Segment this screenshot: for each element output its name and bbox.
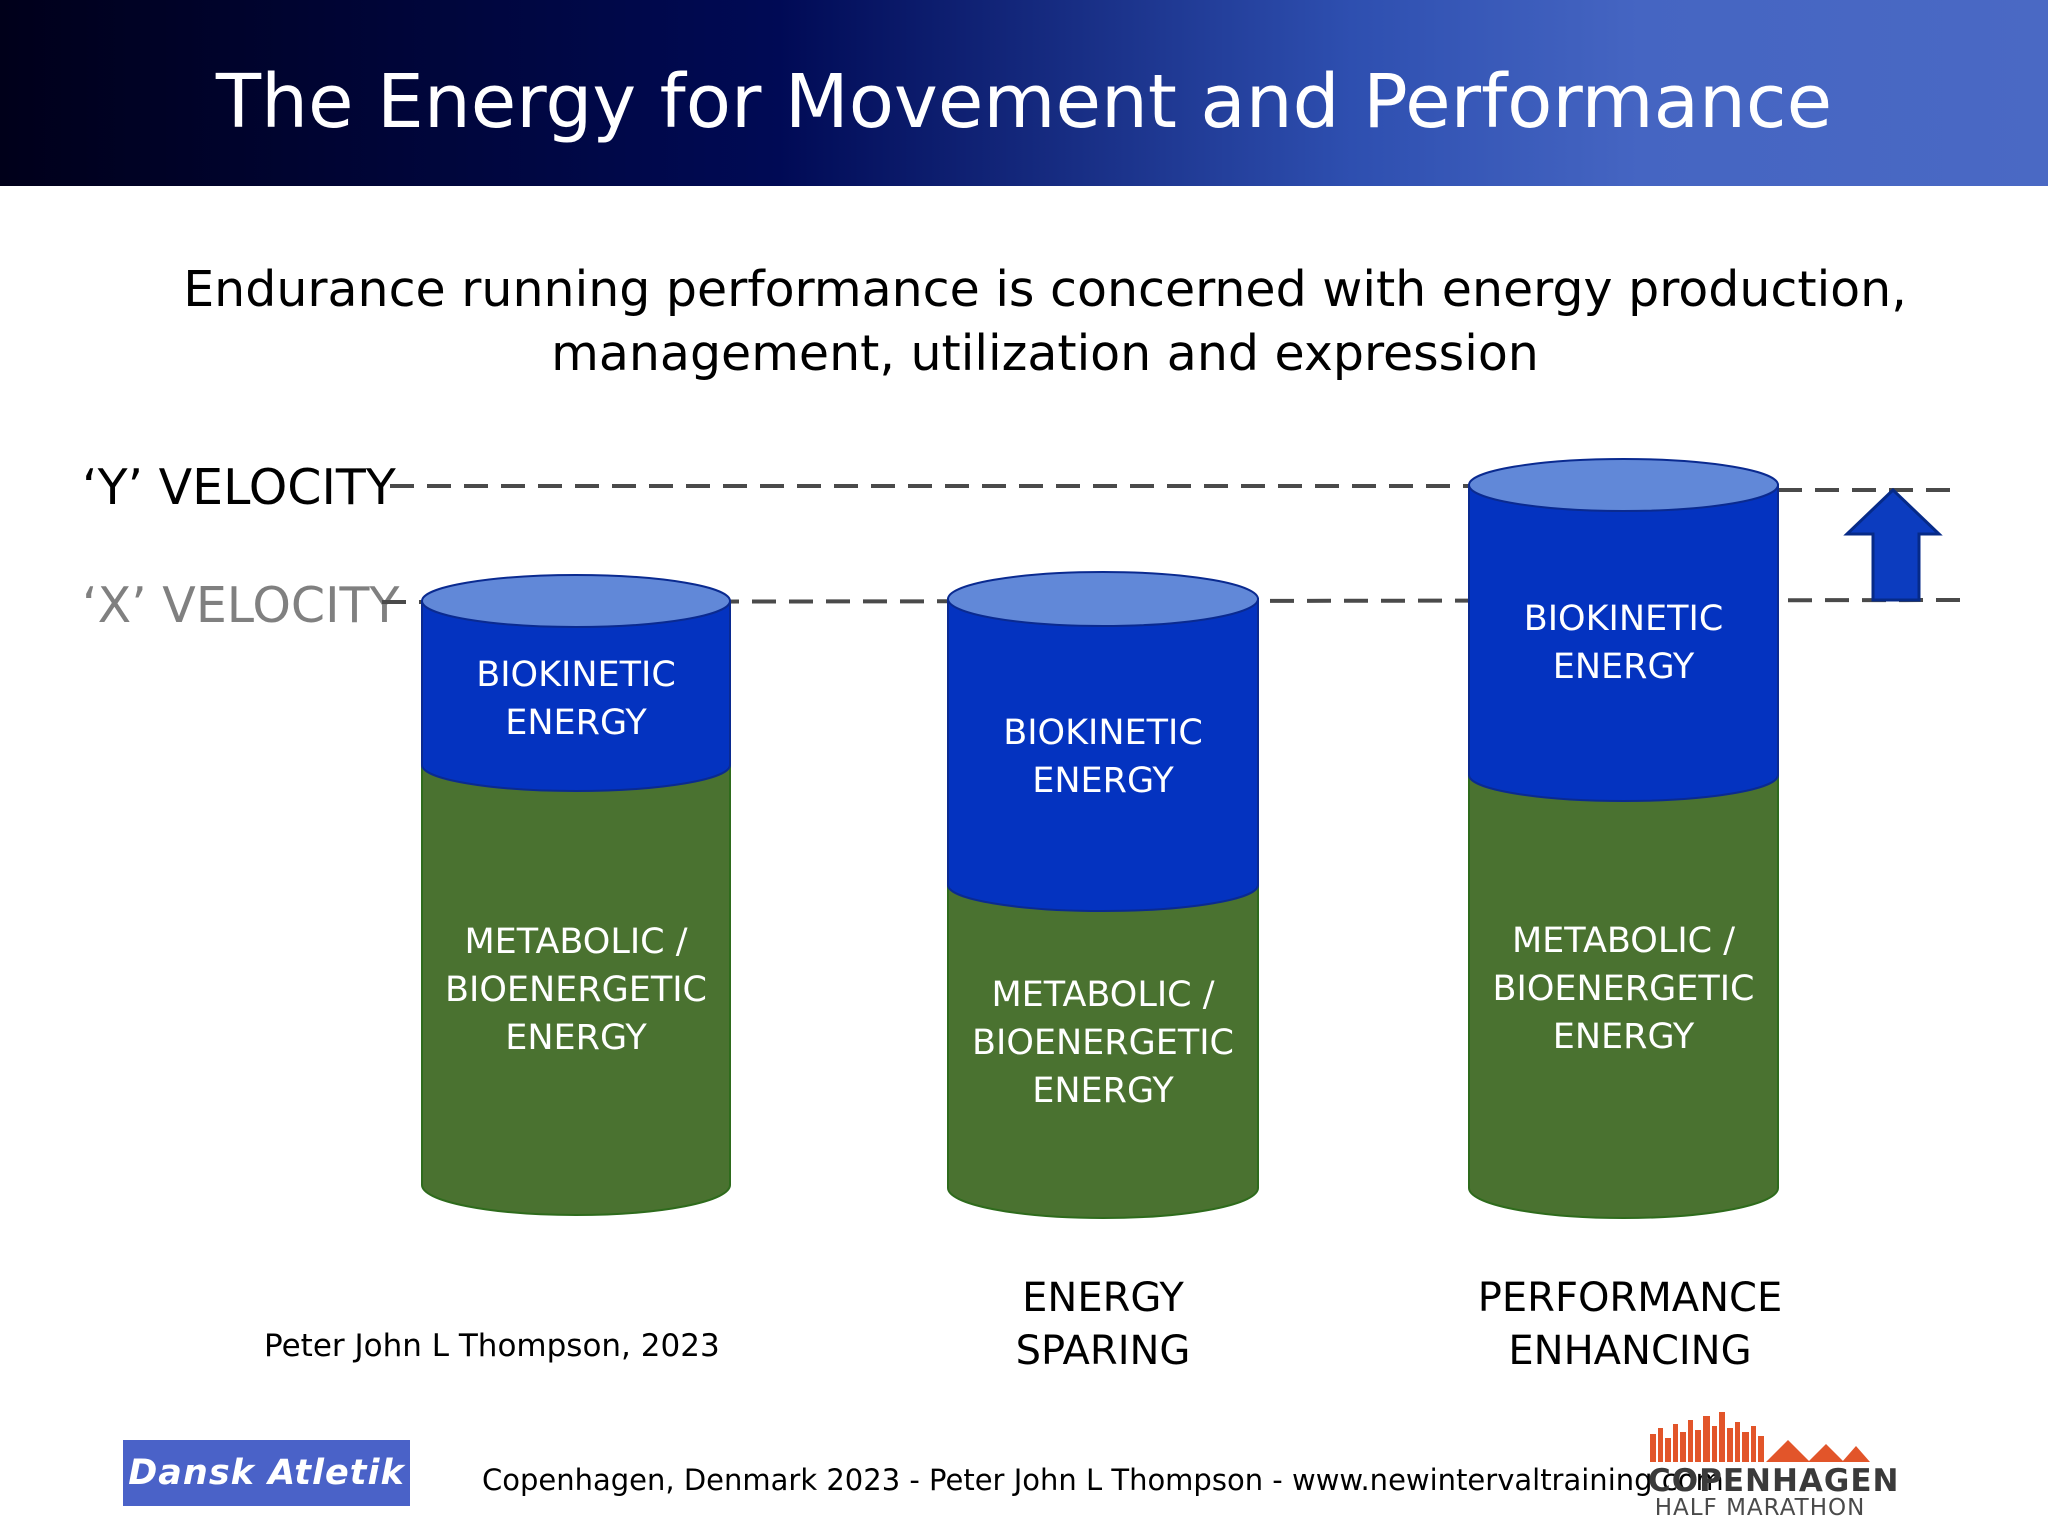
caption-3-line-2: ENHANCING: [1508, 1328, 1752, 1374]
header-banner: The Energy for Movement and Performance: [0, 0, 2048, 186]
cylinder-1: [421, 574, 731, 1216]
cylinder-3-metabolic-line-2: BIOENERGETIC: [1492, 969, 1755, 1009]
copenhagen-half-marathon-logo: COPENHAGEN HALF MARATHON: [1648, 1412, 1900, 1522]
caption-3-line-1: PERFORMANCE: [1477, 1275, 1783, 1321]
arrow-up-icon: [1843, 487, 1943, 602]
cylinder-3: [1468, 458, 1779, 1219]
subtitle-line-1: Endurance running performance is concern…: [183, 261, 1907, 318]
dansk-atletik-logo: Dansk Atletik: [123, 1440, 410, 1506]
cylinder-2-top: [947, 571, 1259, 627]
energy-sparing-caption: ENERGY SPARING: [948, 1272, 1258, 1378]
dansk-atletik-logo-text: Dansk Atletik: [128, 1453, 405, 1493]
cylinder-1-biokinetic-label: BIOKINETIC ENERGY: [422, 651, 730, 747]
subtitle-line-2: management, utilization and expression: [551, 325, 1539, 382]
cylinder-2-metabolic-label: METABOLIC / BIOENERGETIC ENERGY: [948, 971, 1258, 1115]
cylinder-1-metabolic-line-3: ENERGY: [505, 1018, 647, 1058]
cylinder-1-metabolic-label: METABOLIC / BIOENERGETIC ENERGY: [422, 918, 730, 1062]
footer-text: Copenhagen, Denmark 2023 - Peter John L …: [482, 1463, 1724, 1497]
cylinder-3-metabolic-line-3: ENERGY: [1552, 1017, 1695, 1057]
y-velocity-label: ‘Y’ VELOCITY: [82, 459, 396, 516]
cylinder-3-biokinetic-line-2: ENERGY: [1552, 647, 1695, 687]
cylinder-2-metabolic: [947, 884, 1259, 1219]
cylinder-2-biokinetic: [947, 598, 1259, 912]
caption-2-line-1: ENERGY: [1022, 1275, 1184, 1321]
cylinder-2-biokinetic-label: BIOKINETIC ENERGY: [948, 709, 1258, 805]
page-title: The Energy for Movement and Performance: [215, 59, 1833, 145]
cylinder-1-biokinetic: [421, 600, 731, 792]
caption-2-line-2: SPARING: [1015, 1328, 1191, 1374]
cylinder-3-metabolic-label: METABOLIC / BIOENERGETIC ENERGY: [1469, 917, 1778, 1061]
cylinder-1-top: [421, 574, 731, 628]
subtitle: Endurance running performance is concern…: [160, 258, 1930, 386]
skyline-graphic: [1650, 1412, 1870, 1462]
half-marathon-logo-text: HALF MARATHON: [1654, 1495, 1866, 1521]
cylinder-3-metabolic: [1468, 774, 1779, 1219]
x-velocity-label: ‘X’ VELOCITY: [82, 577, 400, 634]
copenhagen-logo-text: COPENHAGEN: [1648, 1463, 1900, 1499]
cylinder-2: [947, 571, 1259, 1219]
cylinder-1-biokinetic-line-2: ENERGY: [505, 703, 647, 743]
cylinder-1-metabolic: [421, 764, 731, 1216]
cylinder-3-biokinetic-label: BIOKINETIC ENERGY: [1469, 595, 1778, 691]
cylinder-2-biokinetic-line-1: BIOKINETIC: [1003, 713, 1203, 753]
cylinder-1-biokinetic-line-1: BIOKINETIC: [476, 655, 676, 695]
performance-enhancing-caption: PERFORMANCE ENHANCING: [1430, 1272, 1830, 1378]
cylinder-1-metabolic-line-1: METABOLIC /: [464, 922, 688, 962]
cylinder-3-biokinetic: [1468, 484, 1779, 802]
cylinder-3-biokinetic-line-1: BIOKINETIC: [1523, 599, 1724, 639]
cylinder-2-metabolic-line-2: BIOENERGETIC: [972, 1023, 1234, 1063]
author-credit: Peter John L Thompson, 2023: [264, 1328, 720, 1364]
cylinder-3-top: [1468, 458, 1779, 512]
cylinder-1-metabolic-line-2: BIOENERGETIC: [445, 970, 707, 1010]
cylinder-2-metabolic-line-1: METABOLIC /: [991, 975, 1215, 1015]
cylinder-2-metabolic-line-3: ENERGY: [1032, 1071, 1174, 1111]
cylinder-2-biokinetic-line-2: ENERGY: [1032, 761, 1174, 801]
cylinder-3-metabolic-line-1: METABOLIC /: [1511, 921, 1736, 961]
